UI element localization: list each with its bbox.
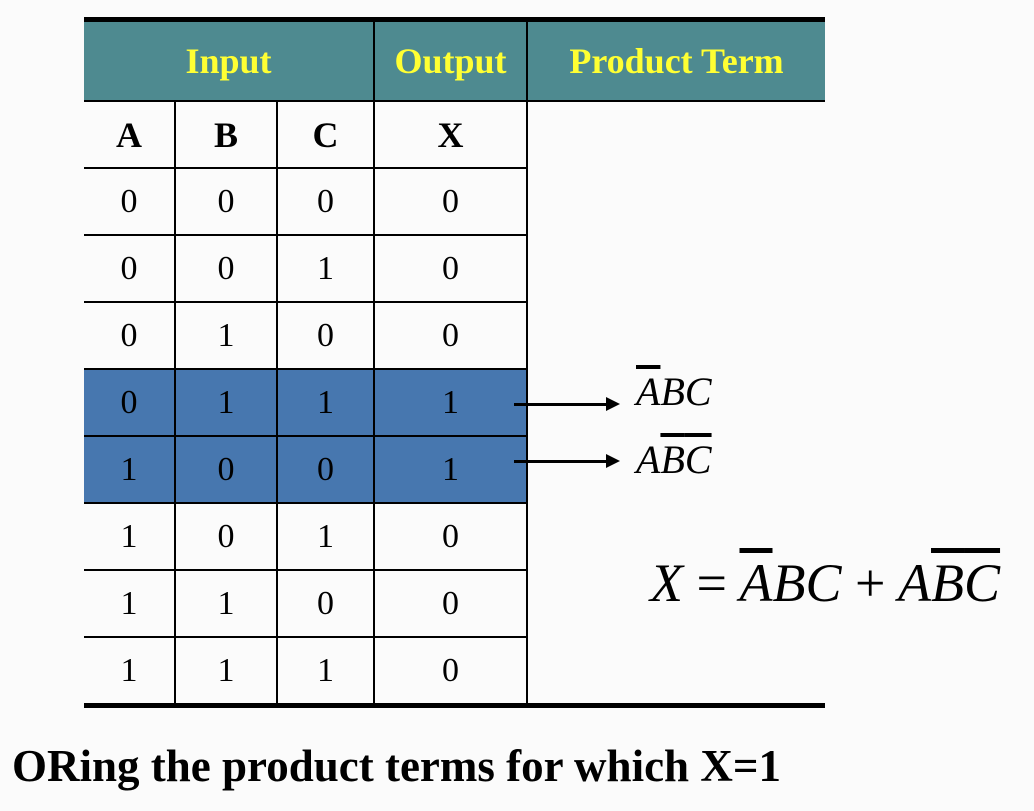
boolean-equation: X = ABC + ABC	[650, 553, 1001, 613]
cell-x: 0	[374, 302, 529, 370]
table-row: 1 1 1 0	[84, 637, 826, 708]
cell-x: 0	[374, 570, 529, 638]
cell-c: 0	[277, 168, 376, 236]
table-row: 0 1 0 0	[84, 302, 825, 370]
cell-b: 0	[175, 235, 278, 303]
cell-a: 0	[84, 369, 176, 437]
var-a: A	[84, 101, 176, 169]
header-row: Input Output Product Term	[84, 17, 826, 102]
arrow-1	[514, 397, 620, 411]
cell-c: 1	[277, 369, 376, 437]
cell-a: 0	[84, 235, 176, 303]
cell-b: 0	[175, 168, 278, 236]
cell-c: 0	[277, 302, 376, 370]
table-row-highlighted: 0 1 1 1	[84, 369, 825, 437]
output-header: Output	[373, 17, 528, 102]
table-row-highlighted: 1 0 0 1	[84, 436, 825, 504]
cell-b: 1	[175, 302, 278, 370]
cell-x: 0	[374, 637, 529, 708]
product-term-1: ABC	[636, 369, 712, 414]
cell-c: 0	[277, 436, 376, 504]
product-term-header: Product Term	[526, 17, 826, 102]
cell-c: 0	[277, 570, 376, 638]
cell-a: 1	[84, 570, 176, 638]
cell-a: 1	[84, 637, 176, 708]
arrow-2	[514, 454, 620, 468]
var-c: C	[277, 101, 376, 169]
product-term-2: ABC	[636, 437, 712, 482]
cell-x: 0	[374, 503, 529, 571]
cell-c: 1	[277, 637, 376, 708]
table-row: 0 0 0 0	[84, 168, 825, 236]
cell-a: 1	[84, 503, 176, 571]
var-x: X	[374, 101, 529, 169]
var-b: B	[175, 101, 278, 169]
table-row: 0 0 1 0	[84, 235, 825, 303]
cell-b: 0	[175, 503, 278, 571]
table-row: 1 1 0 0	[84, 570, 825, 638]
cell-x: 0	[374, 168, 529, 236]
cell-c: 1	[277, 235, 376, 303]
caption: ORing the product terms for which X=1	[12, 741, 781, 791]
cell-x: 1	[374, 436, 529, 504]
cell-b: 1	[175, 637, 278, 708]
cell-x: 0	[374, 235, 529, 303]
cell-b: 0	[175, 436, 278, 504]
cell-a: 0	[84, 168, 176, 236]
cell-a: 0	[84, 302, 176, 370]
cell-b: 1	[175, 369, 278, 437]
cell-x: 1	[374, 369, 529, 437]
variable-row: A B C X	[84, 101, 825, 169]
cell-a: 1	[84, 436, 176, 504]
cell-b: 1	[175, 570, 278, 638]
input-header: Input	[84, 17, 375, 102]
cell-c: 1	[277, 503, 376, 571]
truth-table: Input Output Product Term A B C X 0 0 0 …	[84, 17, 826, 708]
table-row: 1 0 1 0	[84, 503, 825, 571]
